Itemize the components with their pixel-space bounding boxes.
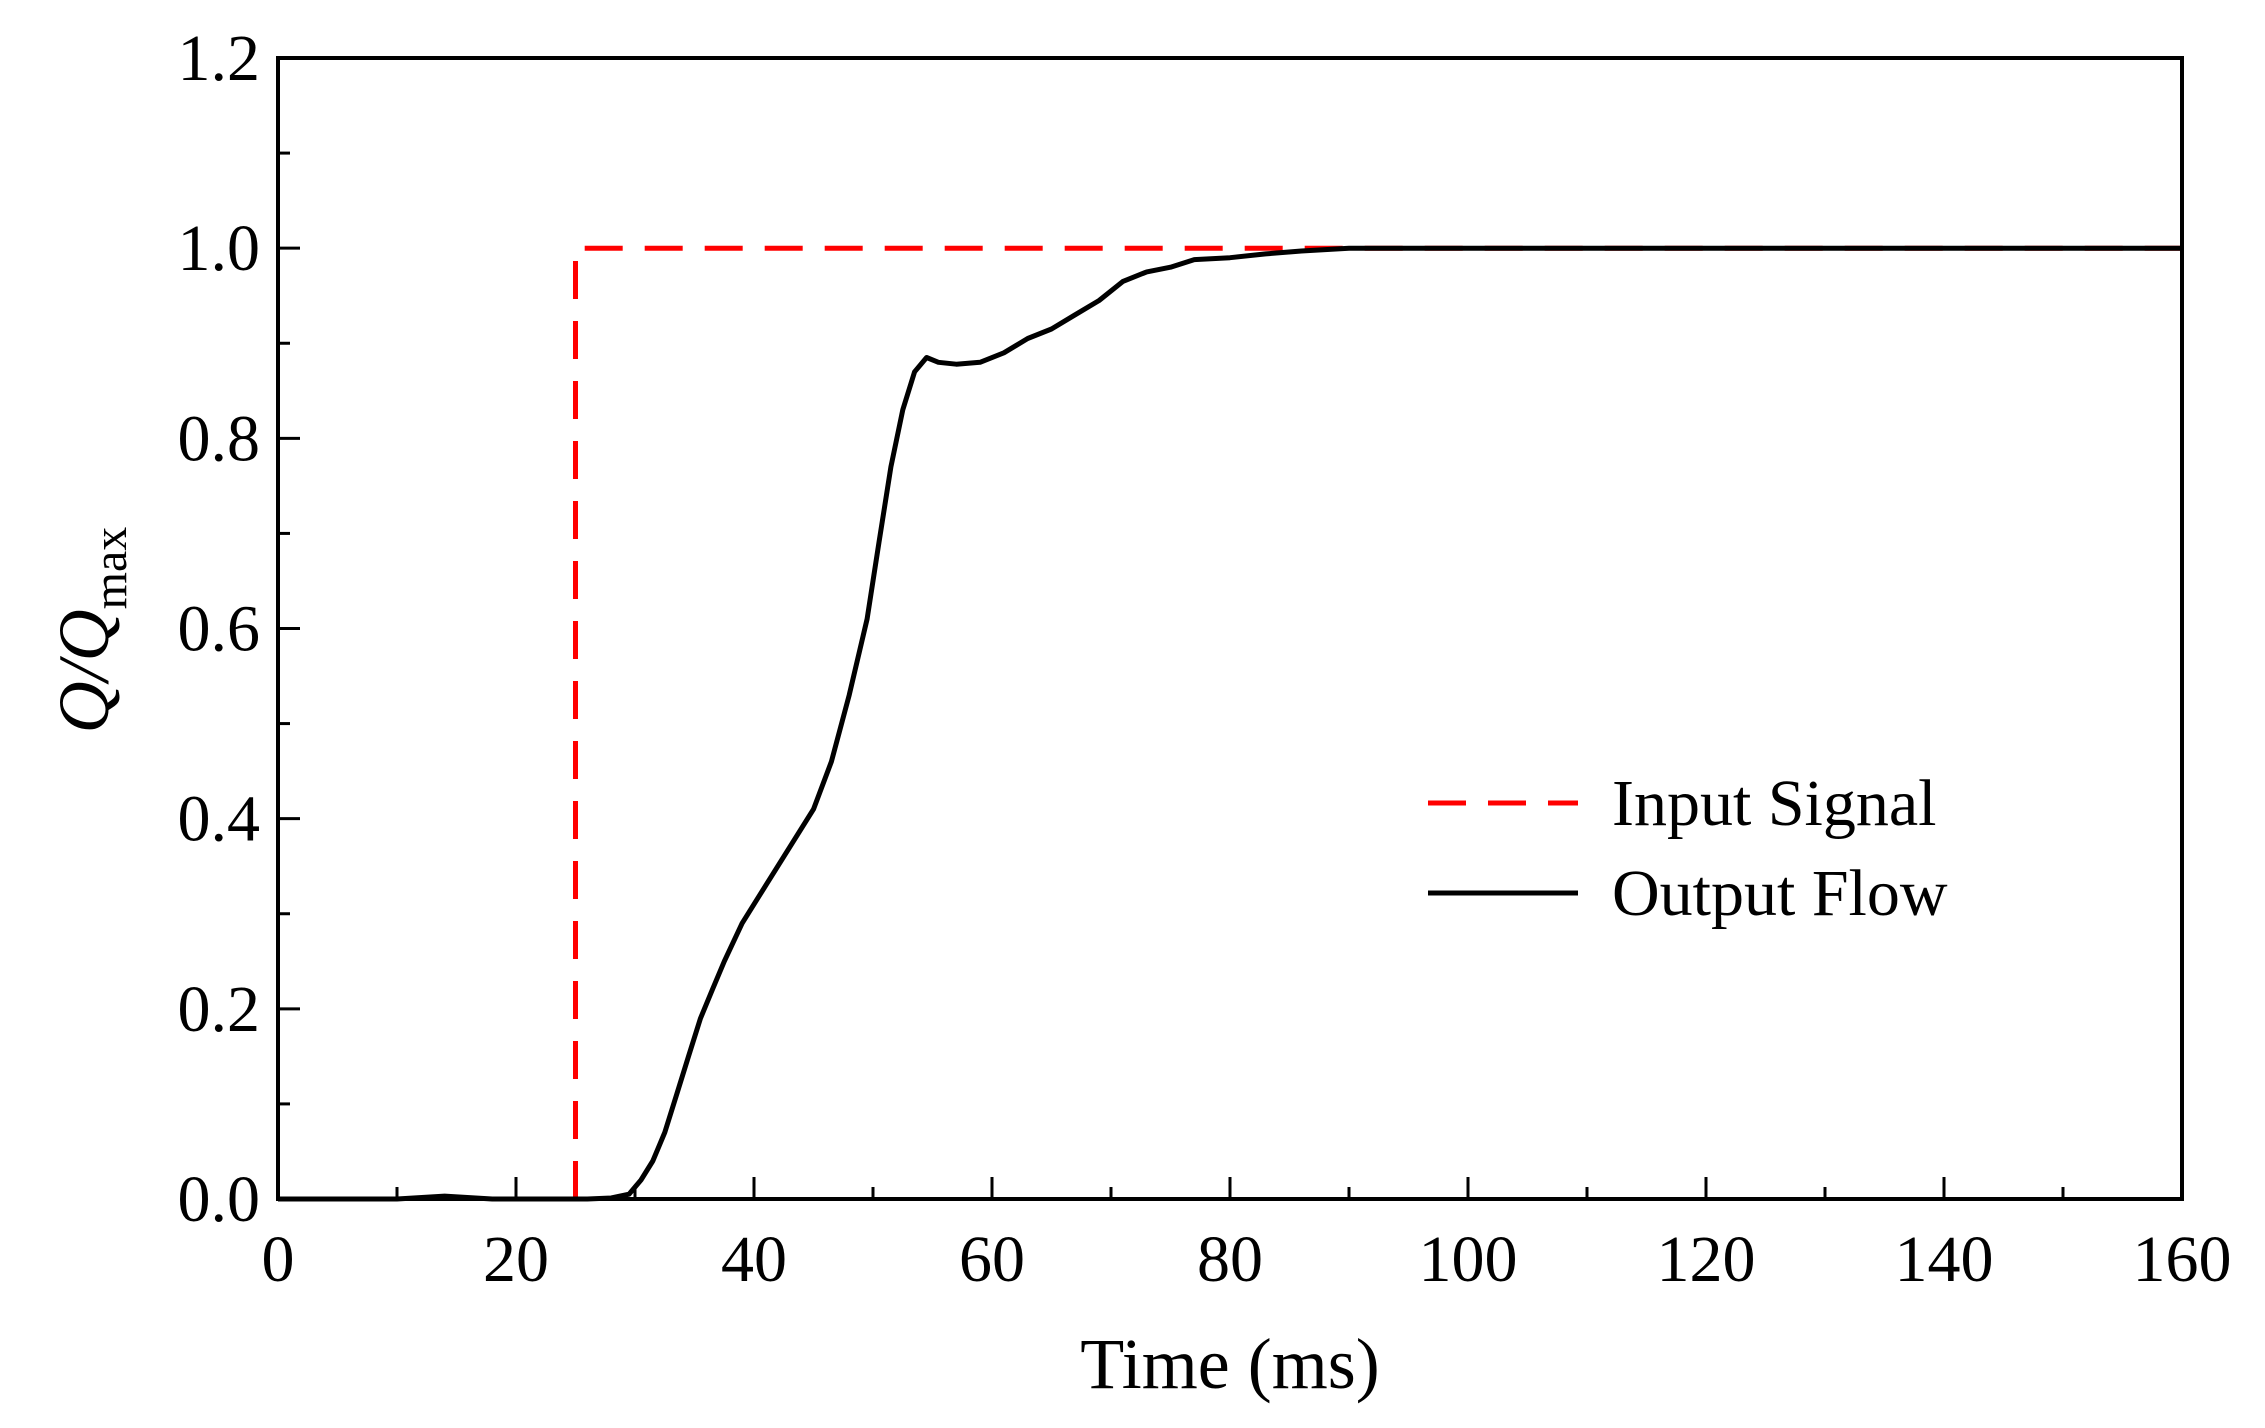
x-tick-label: 100 bbox=[1419, 1223, 1518, 1296]
x-axis-title: Time (ms) bbox=[1080, 1324, 1379, 1404]
ticks-layer: 0 20 40 60 80 100 120 140 160 0.0 0.2 0.4 0.6 0.8 1.0 1… bbox=[178, 22, 2232, 1296]
x-tick-label: 60 bbox=[959, 1223, 1025, 1296]
y-tick-label: 0.0 bbox=[178, 1163, 261, 1236]
x-tick-label: 120 bbox=[1657, 1223, 1756, 1296]
y-axis-title-subscript: max bbox=[84, 527, 137, 610]
svg-text:Q/Qmax: Q/Qmax bbox=[44, 527, 137, 734]
x-tick-label: 0 bbox=[262, 1223, 295, 1296]
series-line-input-signal bbox=[573, 245, 2182, 1199]
legend-label-input-signal: Input Signal bbox=[1612, 767, 1937, 840]
series-layer bbox=[278, 245, 2182, 1202]
y-tick-label: 0.4 bbox=[178, 783, 261, 856]
x-tick-label: 140 bbox=[1895, 1223, 1994, 1296]
y-tick-label: 1.0 bbox=[178, 212, 261, 285]
x-tick-label: 160 bbox=[2133, 1223, 2232, 1296]
y-tick-label: 0.6 bbox=[178, 593, 261, 666]
series-line-output-flow bbox=[278, 245, 2182, 1202]
legend: Input Signal Output Flow bbox=[1428, 767, 1948, 930]
plot-frame bbox=[276, 56, 2184, 1201]
y-axis-title-main: Q/Q bbox=[44, 609, 124, 733]
x-tick-label: 80 bbox=[1197, 1223, 1263, 1296]
y-axis-title: Q/Qmax bbox=[44, 527, 137, 734]
legend-label-output-flow: Output Flow bbox=[1612, 857, 1948, 930]
y-tick-label: 1.2 bbox=[178, 22, 261, 95]
x-tick-label: 20 bbox=[483, 1223, 549, 1296]
y-tick-label: 0.8 bbox=[178, 402, 261, 475]
x-tick-label: 40 bbox=[721, 1223, 787, 1296]
y-tick-label: 0.2 bbox=[178, 973, 261, 1046]
